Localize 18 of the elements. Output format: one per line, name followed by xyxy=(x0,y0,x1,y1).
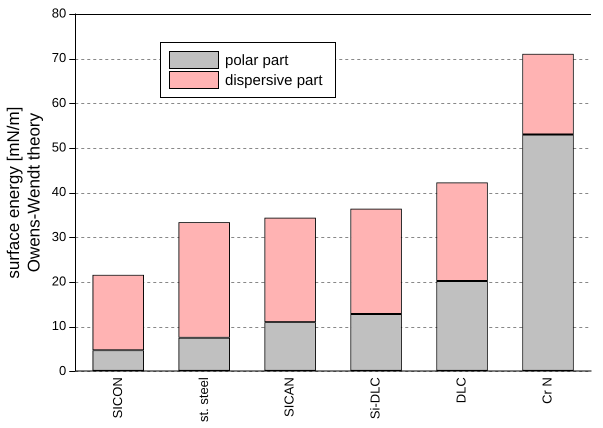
x-tick-label: SICAN xyxy=(282,377,297,417)
y-tick-label: 30 xyxy=(52,228,66,244)
legend-label: polar part xyxy=(225,52,288,68)
y-tick-label: 70 xyxy=(52,50,66,66)
y-tick-label: 10 xyxy=(52,318,66,334)
y-tick-label: 40 xyxy=(52,184,66,200)
x-tick-label: Cr N xyxy=(540,377,555,404)
y-tick-label: 50 xyxy=(52,140,66,155)
x-tick-label: DLC xyxy=(454,377,469,404)
x-tick-label: st. steel xyxy=(196,377,211,422)
legend-label: dispersive part xyxy=(225,72,323,88)
y-tick-label: 60 xyxy=(52,94,66,110)
x-tick-label: SICON xyxy=(110,377,125,418)
y-axis-title: surface energy [mN/m] Owens-Wendt theory xyxy=(4,106,44,279)
x-tick-label: Si-DLC xyxy=(368,377,383,420)
y-tick-label: 20 xyxy=(52,273,66,288)
y-tick-label: 0 xyxy=(59,362,66,378)
y-tick-label: 80 xyxy=(52,6,66,21)
